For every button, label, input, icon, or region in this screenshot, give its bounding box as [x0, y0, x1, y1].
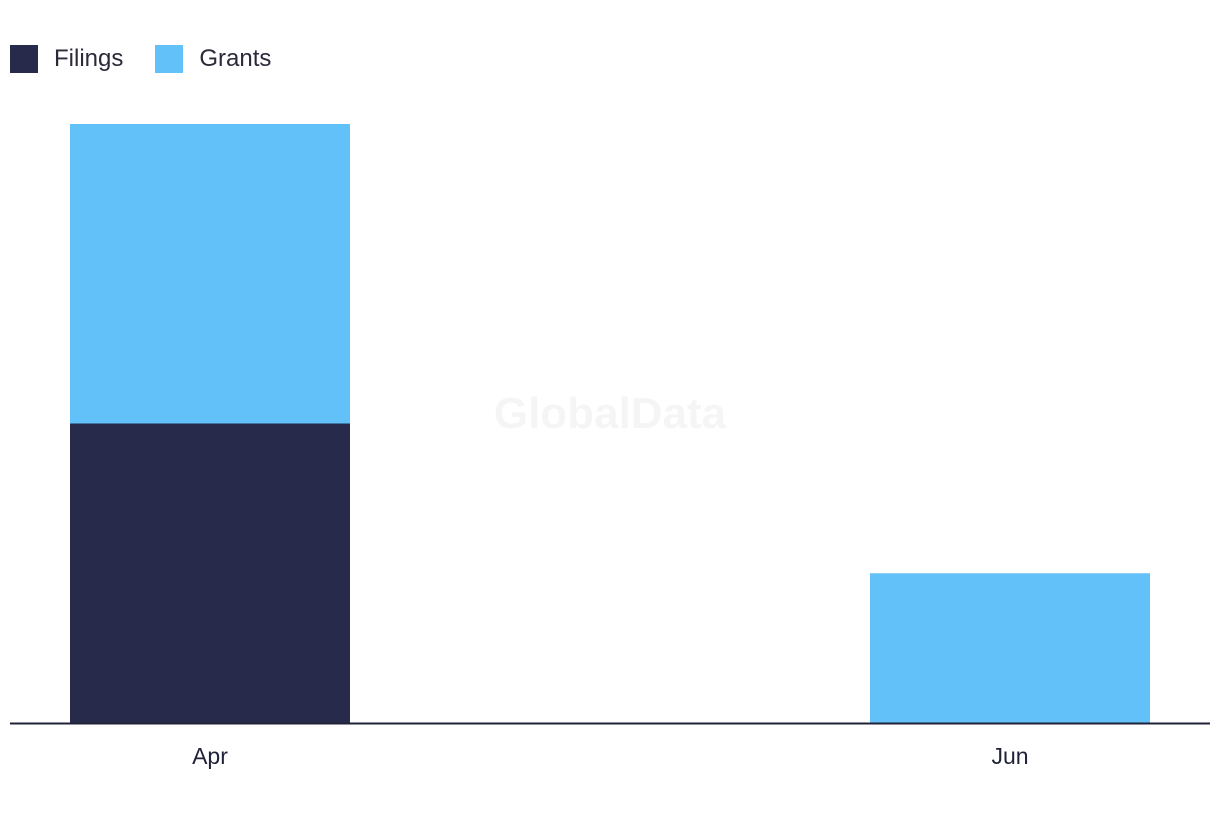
bar-grants-apr [70, 124, 350, 424]
legend-label-grants: Grants [199, 45, 272, 72]
legend-label-filings: Filings [54, 45, 124, 72]
legend-item-grants: Grants [155, 45, 271, 73]
legend-swatch-grants [155, 45, 184, 73]
bar-filings-apr [70, 423, 350, 723]
bar-grants-jun [870, 573, 1150, 723]
legend-item-filings: Filings [10, 45, 123, 73]
watermark-logo: GlobalData [494, 389, 727, 438]
x-tick-label-jun: Jun [991, 743, 1028, 769]
x-tick-labels: Apr Jun [192, 743, 1028, 769]
bars-group [70, 124, 1150, 723]
chart-legend: Filings Grants [10, 42, 303, 76]
legend-swatch-filings [10, 45, 38, 73]
x-tick-label-apr: Apr [192, 743, 228, 769]
